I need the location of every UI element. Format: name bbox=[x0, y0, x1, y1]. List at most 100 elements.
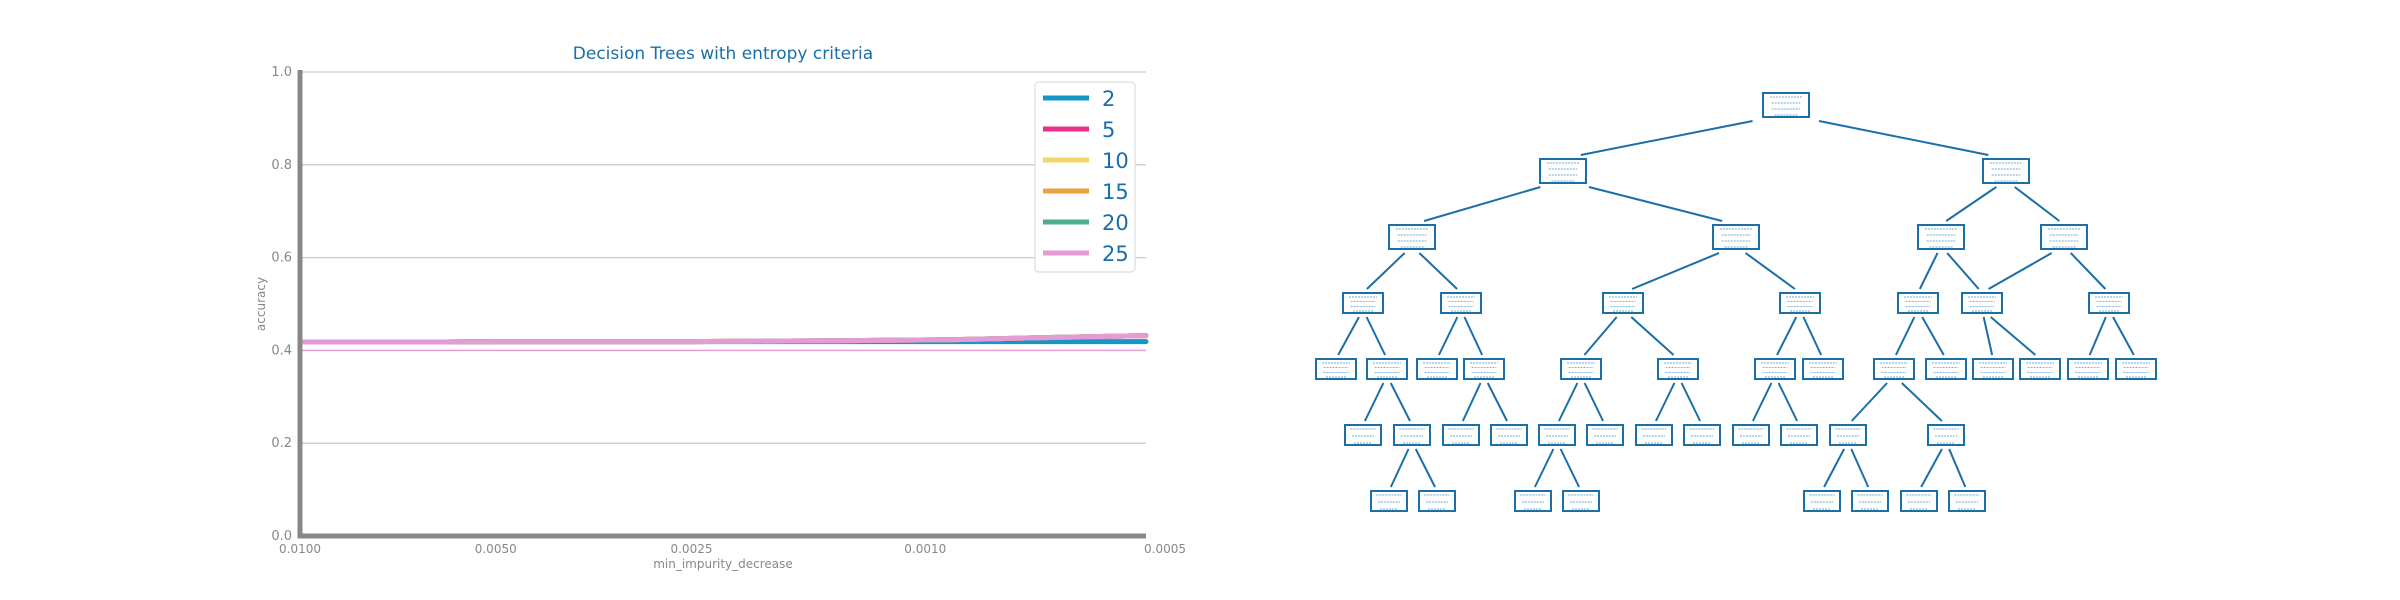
tree-edge bbox=[1680, 382, 1701, 422]
legend-label-25: 25 bbox=[1102, 242, 1129, 266]
tree-edge bbox=[1850, 382, 1888, 422]
tree-edge bbox=[2014, 186, 2060, 222]
tree-node bbox=[1961, 292, 2003, 314]
y-tick-label: 0.0 bbox=[271, 529, 292, 544]
tree-edge bbox=[1364, 382, 1385, 422]
tree-node bbox=[1344, 424, 1382, 446]
legend-label-5: 5 bbox=[1102, 118, 1115, 142]
tree-edge bbox=[1418, 252, 1458, 290]
tree-node bbox=[1342, 292, 1384, 314]
tree-edge bbox=[1901, 382, 1943, 422]
tree-node bbox=[1900, 490, 1938, 512]
tree-node bbox=[1418, 490, 1456, 512]
tree-node bbox=[1388, 224, 1436, 250]
tree-node bbox=[1440, 292, 1482, 314]
y-tick-labels: 0.0 0.2 0.4 0.6 0.8 1.0 bbox=[271, 65, 292, 544]
tree-node bbox=[1851, 490, 1889, 512]
tree-node bbox=[1917, 224, 1965, 250]
tree-edge bbox=[1990, 316, 2037, 356]
tree-node bbox=[1366, 358, 1408, 380]
tree-edge bbox=[1337, 316, 1360, 356]
tree-edge bbox=[1945, 186, 1997, 222]
tree-node bbox=[1416, 358, 1458, 380]
tree-edge bbox=[1631, 252, 1720, 290]
tree-edge bbox=[1918, 252, 1939, 290]
tree-node bbox=[1539, 158, 1587, 184]
tree-edge bbox=[1776, 316, 1798, 356]
tree-edge bbox=[1583, 316, 1618, 356]
tree-edge bbox=[2088, 316, 2107, 356]
tree-node bbox=[1490, 424, 1528, 446]
tree-edge bbox=[1463, 316, 1484, 356]
tree-edge bbox=[1745, 252, 1796, 290]
axes bbox=[297, 70, 1146, 539]
tree-edge bbox=[1438, 316, 1459, 356]
tree-edge bbox=[1982, 316, 1994, 356]
tree-edge bbox=[1921, 316, 1945, 356]
chart-title: Decision Trees with entropy criteria bbox=[573, 44, 873, 64]
x-tick-label: 0.0005 bbox=[1144, 542, 1186, 556]
tree-edge bbox=[1366, 252, 1406, 290]
tree-edge bbox=[1850, 448, 1870, 488]
tree-node bbox=[2115, 358, 2157, 380]
tree-edge bbox=[1365, 316, 1386, 356]
tree-nodes bbox=[1315, 92, 2157, 512]
tree-edge bbox=[1583, 382, 1604, 422]
y-tick-label: 0.4 bbox=[271, 343, 292, 358]
tree-node bbox=[1897, 292, 1939, 314]
legend-label-10: 10 bbox=[1102, 149, 1129, 173]
tree-node bbox=[1315, 358, 1357, 380]
x-tick-label: 0.0100 bbox=[279, 542, 321, 556]
tree-edge bbox=[1818, 120, 1989, 156]
tree-node bbox=[2067, 358, 2109, 380]
series-lines bbox=[297, 333, 1149, 345]
tree-node bbox=[1586, 424, 1624, 446]
tree-edge bbox=[1920, 448, 1943, 488]
tree-edge bbox=[1752, 382, 1773, 422]
y-tick-label: 0.6 bbox=[271, 251, 292, 266]
tree-edge bbox=[2112, 316, 2135, 356]
tree-edge bbox=[1461, 382, 1482, 422]
tree-edge bbox=[1823, 448, 1845, 488]
x-axis-label: min_impurity_decrease bbox=[653, 557, 793, 571]
tree-edge bbox=[1777, 382, 1798, 422]
tree-node bbox=[1370, 490, 1408, 512]
tree-edge bbox=[1414, 448, 1436, 488]
tree-node bbox=[1683, 424, 1721, 446]
decision-tree-diagram bbox=[1315, 92, 2157, 512]
tree-node bbox=[1463, 358, 1505, 380]
legend-label-20: 20 bbox=[1102, 211, 1129, 235]
tree-node bbox=[1762, 92, 1810, 118]
tree-edge bbox=[1559, 448, 1580, 488]
tree-node bbox=[1602, 292, 1644, 314]
tree-node bbox=[1393, 424, 1431, 446]
legend-label-15: 15 bbox=[1102, 180, 1129, 204]
tree-edge bbox=[1655, 382, 1676, 422]
tree-node bbox=[1538, 424, 1576, 446]
tree-edge bbox=[1948, 448, 1967, 488]
x-tick-label: 0.0010 bbox=[904, 542, 946, 556]
tree-node bbox=[1562, 490, 1600, 512]
tree-edge bbox=[1580, 120, 1753, 156]
tree-edge bbox=[1558, 382, 1579, 422]
y-tick-label: 0.2 bbox=[271, 436, 292, 451]
x-tick-labels: 0.0100 0.0050 0.0025 0.0010 0.0005 bbox=[279, 542, 1186, 556]
tree-edge bbox=[1389, 382, 1411, 422]
tree-node bbox=[1972, 358, 2014, 380]
tree-node bbox=[1780, 424, 1818, 446]
tree-edge bbox=[1802, 316, 1823, 356]
tree-node bbox=[1732, 424, 1770, 446]
legend-label-2: 2 bbox=[1102, 87, 1115, 111]
tree-node bbox=[2040, 224, 2088, 250]
tree-node bbox=[1803, 490, 1841, 512]
tree-edge bbox=[1630, 316, 1675, 356]
tree-edge bbox=[1946, 252, 1980, 290]
tree-node bbox=[1802, 358, 1844, 380]
tree-node bbox=[1948, 490, 1986, 512]
tree-node bbox=[2088, 292, 2130, 314]
tree-node bbox=[1712, 224, 1760, 250]
tree-node bbox=[1560, 358, 1602, 380]
y-axis-label: accuracy bbox=[254, 277, 268, 331]
tree-node bbox=[1779, 292, 1821, 314]
